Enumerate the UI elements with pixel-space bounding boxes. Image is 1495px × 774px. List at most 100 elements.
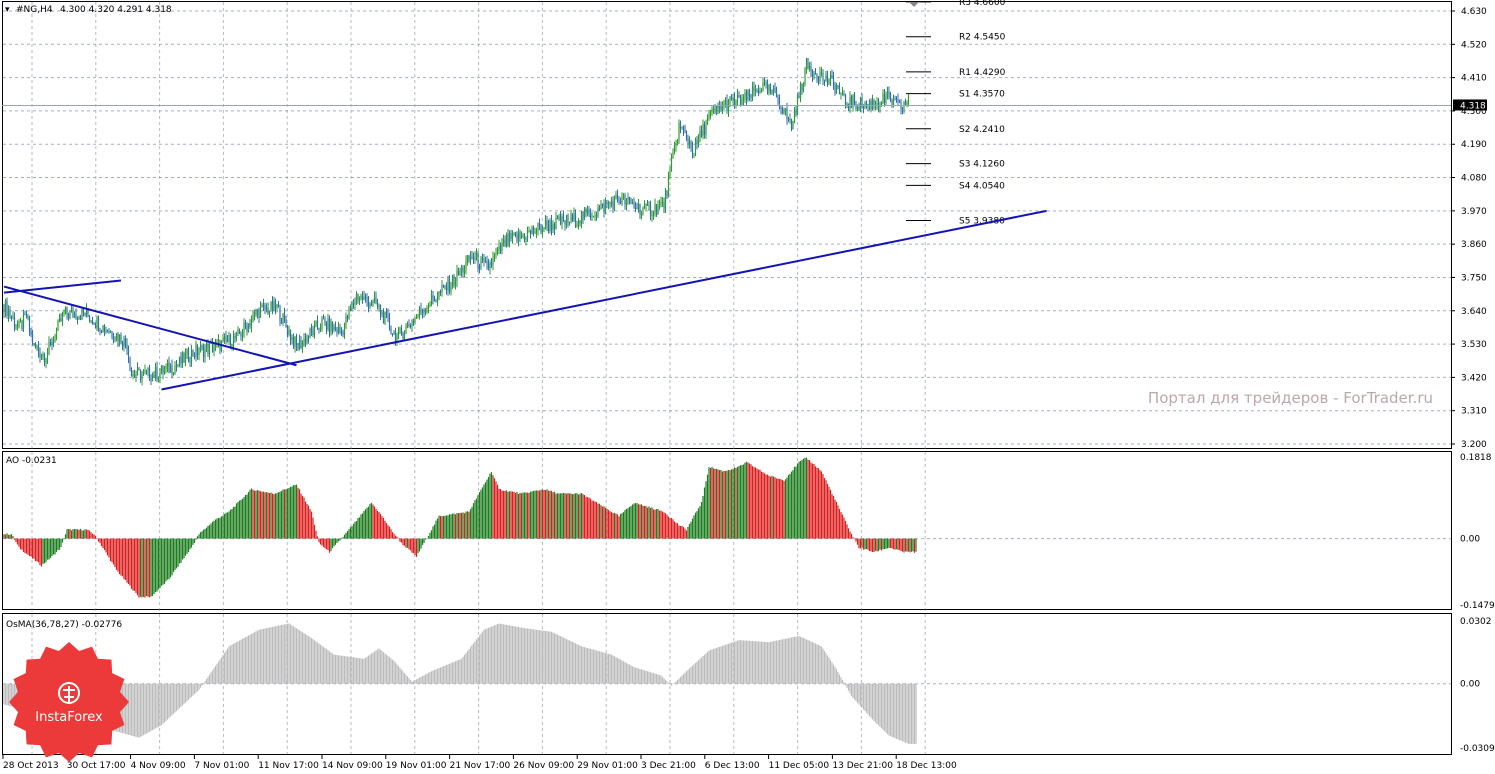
osma-bar bbox=[6, 683, 8, 706]
ao-bar bbox=[748, 463, 751, 539]
candle-body bbox=[415, 316, 418, 318]
ao-bar bbox=[672, 519, 674, 539]
osma-bar bbox=[717, 647, 719, 684]
ao-bar bbox=[237, 501, 239, 539]
candle-body bbox=[688, 141, 691, 145]
ao-bar bbox=[340, 538, 343, 539]
candle-body bbox=[589, 213, 592, 218]
candle-body bbox=[318, 328, 320, 330]
osma-bar bbox=[538, 630, 541, 684]
ohlc-label: 4.300 4.320 4.291 4.318 bbox=[60, 5, 172, 15]
osma-bar bbox=[172, 683, 175, 714]
trendlines[interactable] bbox=[3, 209, 1047, 391]
ao-bar bbox=[391, 532, 394, 539]
osma-bar bbox=[624, 662, 626, 684]
candle-body bbox=[633, 202, 635, 208]
ao-bar bbox=[357, 518, 359, 539]
ao-bar bbox=[220, 516, 223, 539]
trendline[interactable] bbox=[161, 209, 1047, 391]
ao-bar bbox=[858, 538, 860, 549]
ao-bar bbox=[40, 538, 43, 567]
osma-bar bbox=[799, 636, 802, 684]
candle-body bbox=[172, 373, 175, 375]
ao-bar bbox=[783, 481, 785, 539]
ao-bar bbox=[469, 509, 472, 539]
ao-bar bbox=[144, 538, 146, 598]
candle-body bbox=[714, 108, 716, 113]
candle-body bbox=[813, 72, 815, 77]
osma-bar bbox=[648, 671, 650, 684]
pivot-level-label: S1 4.3570 bbox=[959, 90, 1005, 100]
ao-bar bbox=[325, 538, 328, 550]
ao-bar bbox=[261, 491, 263, 539]
osma-bar bbox=[780, 639, 782, 684]
ao-bar bbox=[307, 505, 310, 539]
candle-body bbox=[894, 98, 896, 100]
ao-bar bbox=[28, 538, 31, 557]
osma-bar bbox=[619, 659, 622, 684]
ao-bar bbox=[292, 485, 295, 539]
candle-body bbox=[543, 227, 545, 229]
candle-body bbox=[817, 79, 820, 82]
ao-bar bbox=[162, 538, 164, 585]
osma-bar bbox=[201, 683, 203, 686]
chart-menu-icon[interactable]: ▾ bbox=[5, 5, 10, 15]
osma-bar bbox=[540, 630, 542, 684]
candle-body bbox=[508, 232, 511, 244]
pivot-level-label: R3 4.6600 bbox=[959, 0, 1006, 8]
candle-body bbox=[72, 309, 74, 318]
ao-bar bbox=[439, 515, 442, 539]
osma-bar bbox=[775, 640, 778, 684]
osma-bar bbox=[510, 625, 512, 684]
candle-body bbox=[205, 344, 208, 349]
candle-body bbox=[816, 74, 818, 80]
trendline[interactable] bbox=[3, 279, 122, 294]
osma-bar bbox=[727, 643, 730, 684]
osma-bar bbox=[237, 641, 239, 684]
ao-bar bbox=[93, 534, 95, 539]
chart-shift-marker[interactable] bbox=[909, 2, 919, 7]
osma-bar bbox=[196, 683, 199, 692]
osma-bar bbox=[849, 683, 851, 694]
candle-body bbox=[808, 65, 811, 69]
osma-bar bbox=[384, 653, 386, 684]
osma-bar bbox=[802, 638, 805, 684]
ao-bar bbox=[346, 531, 349, 539]
ao-bar bbox=[451, 513, 454, 539]
candle-body bbox=[777, 97, 779, 100]
candle-body bbox=[52, 339, 55, 346]
ao-bar bbox=[24, 538, 26, 554]
osma-bar bbox=[342, 655, 344, 684]
ao-bar bbox=[727, 470, 730, 539]
candle-body bbox=[811, 71, 814, 77]
osma-bar bbox=[432, 670, 434, 684]
osma-bar bbox=[127, 683, 130, 735]
ao-bar bbox=[351, 526, 353, 539]
osma-bar bbox=[396, 664, 398, 684]
ao-bar bbox=[246, 494, 248, 539]
ao-bar bbox=[64, 534, 67, 539]
candle-body bbox=[270, 301, 272, 311]
osma-bar bbox=[253, 632, 256, 684]
time-tick-label: 11 Nov 17:00 bbox=[258, 761, 319, 771]
ao-bar bbox=[87, 529, 89, 539]
grid bbox=[3, 2, 1451, 754]
trendline[interactable] bbox=[3, 285, 297, 367]
ao-bar bbox=[691, 518, 694, 539]
ao-bar bbox=[222, 515, 224, 539]
ao-bar bbox=[696, 511, 698, 539]
osma-bar bbox=[505, 624, 508, 684]
ao-bar bbox=[661, 511, 664, 539]
osma-bar bbox=[649, 672, 652, 684]
candle-body bbox=[747, 90, 749, 100]
osma-bar bbox=[684, 672, 686, 684]
candle-body bbox=[151, 374, 154, 382]
ao-bar bbox=[651, 507, 653, 539]
ao-bar bbox=[580, 492, 583, 539]
osma-bar bbox=[288, 623, 290, 684]
ao-bar bbox=[21, 538, 23, 550]
candle-body bbox=[105, 330, 107, 332]
osma-bar bbox=[123, 683, 125, 734]
osma-bar bbox=[613, 656, 616, 684]
